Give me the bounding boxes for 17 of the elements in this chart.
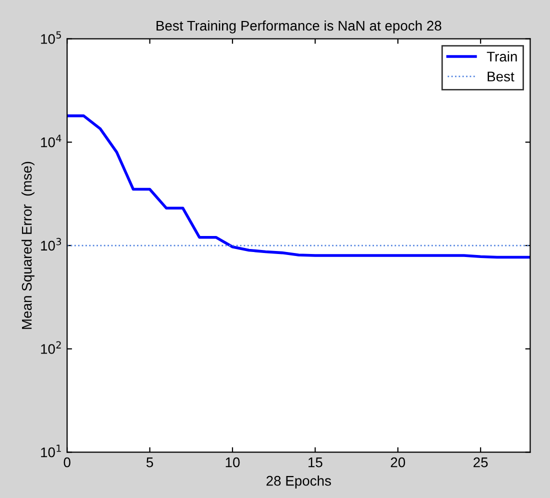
x-tick-label: 10 bbox=[226, 457, 240, 468]
line-series bbox=[67, 114, 530, 259]
y-axis-title: Mean Squared Error (mse) bbox=[22, 162, 34, 329]
x-tick-label: 20 bbox=[390, 457, 406, 468]
x-tick-label: 0 bbox=[64, 457, 70, 468]
x-axis-title: 28 Epochs bbox=[266, 476, 331, 488]
legend-label: Best bbox=[488, 72, 514, 82]
y-tick-label: 10$^{5}$ bbox=[41, 31, 61, 44]
y-tick-label: 10$^{4}$ bbox=[41, 134, 62, 148]
y-tick-label: 10$^{3}$ bbox=[41, 238, 62, 251]
chart-title: Best Training Performance is NaN at epoch 28 bbox=[156, 20, 442, 34]
legend-label: Train bbox=[486, 51, 517, 62]
x-tick-label: 25 bbox=[474, 457, 488, 468]
y-tick-label: 10$^{2}$ bbox=[41, 341, 61, 354]
x-tick-label: 5 bbox=[146, 458, 154, 468]
y-tick-label: 10$^{1}$ bbox=[41, 444, 61, 458]
x-tick-label: 15 bbox=[308, 458, 322, 468]
